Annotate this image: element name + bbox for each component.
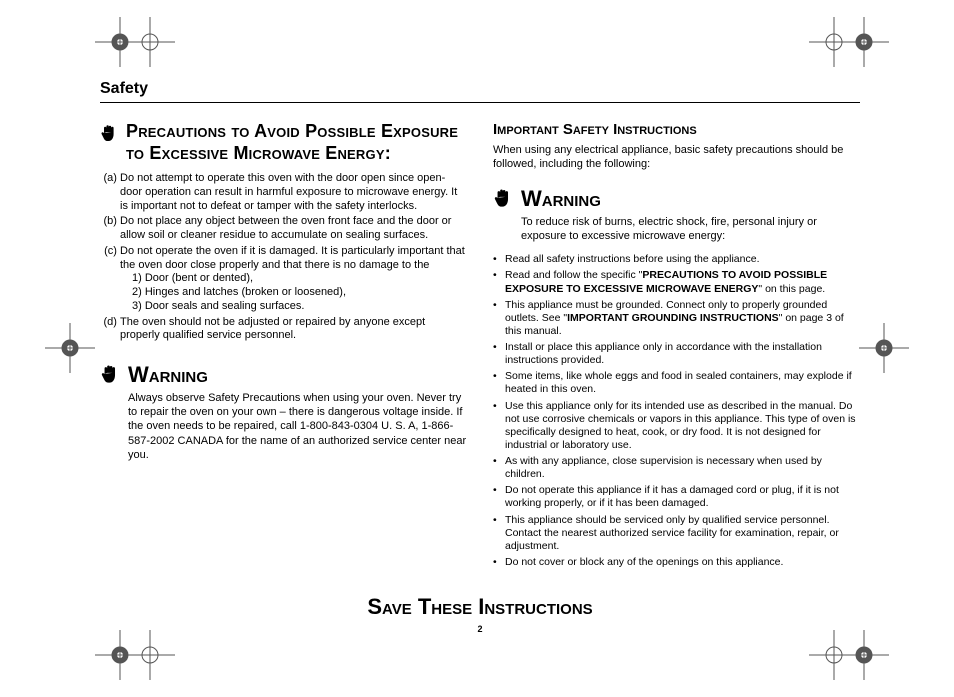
left-warning-title: Warning (128, 361, 467, 389)
reg-mark-top-left-2 (125, 17, 175, 67)
two-columns: Precautions to Avoid Possible Exposure t… (100, 121, 860, 572)
right-warning-title: Warning (521, 185, 860, 213)
precaution-c: Do not operate the oven if it is damaged… (120, 245, 467, 314)
right-warning-block: Warning To reduce risk of burns, electri… (493, 185, 860, 243)
reg-mark-mid-right (859, 323, 909, 373)
precaution-title: Precautions to Avoid Possible Exposure t… (126, 121, 467, 164)
bullet-9: This appliance should be serviced only b… (493, 514, 860, 553)
bullet-2-post: " on this page. (758, 283, 825, 295)
bullet-10: Do not cover or block any of the opening… (493, 556, 860, 569)
page-number: 2 (100, 624, 860, 634)
precaution-b: Do not place any object between the oven… (120, 215, 467, 243)
precaution-c3: 3) Door seals and sealing surfaces. (132, 300, 467, 314)
bullet-8: Do not operate this appliance if it has … (493, 484, 860, 510)
isi-intro: When using any electrical appliance, bas… (493, 144, 860, 172)
bullet-4: Install or place this appliance only in … (493, 341, 860, 367)
save-instructions-heading: Save These Instructions (100, 594, 860, 620)
bullet-6: Use this appliance only for its intended… (493, 400, 860, 453)
bullet-3: This appliance must be grounded. Connect… (493, 299, 860, 338)
left-column: Precautions to Avoid Possible Exposure t… (100, 121, 467, 572)
safety-bullets: Read all safety instructions before usin… (493, 253, 860, 569)
content-frame: Safety Precautions to Avoid Possible Exp… (100, 80, 860, 640)
precaution-c1: 1) Door (bent or dented), (132, 272, 467, 286)
right-warning-sub: To reduce risk of burns, electric shock,… (521, 215, 860, 244)
right-column: Important Safety Instructions When using… (493, 121, 860, 572)
bullet-2-pre: Read and follow the specific " (505, 269, 642, 281)
bullet-3-bold: IMPORTANT GROUNDING INSTRUCTIONS (567, 312, 779, 324)
bullet-5: Some items, like whole eggs and food in … (493, 370, 860, 396)
hand-stop-icon (100, 123, 118, 150)
isi-title: Important Safety Instructions (493, 121, 860, 140)
precaution-c-sublist: 1) Door (bent or dented), 2) Hinges and … (120, 272, 467, 313)
precaution-c2: 2) Hinges and latches (broken or loosene… (132, 286, 467, 300)
precaution-d: The oven should not be adjusted or repai… (120, 316, 467, 344)
left-warning-text: Always observe Safety Precautions when u… (128, 391, 467, 462)
section-title: Safety (100, 80, 860, 103)
left-warning-block: Warning Always observe Safety Precaution… (100, 361, 467, 462)
reg-mark-mid-left (45, 323, 95, 373)
hand-stop-icon (493, 187, 513, 216)
precaution-list: Do not attempt to operate this oven with… (100, 172, 467, 343)
hand-stop-icon (100, 363, 120, 392)
page-root: Safety Precautions to Avoid Possible Exp… (0, 0, 954, 697)
bullet-7: As with any appliance, close supervision… (493, 455, 860, 481)
bullet-2: Read and follow the specific "PRECAUTION… (493, 269, 860, 295)
precaution-a: Do not attempt to operate this oven with… (120, 172, 467, 213)
precaution-c-lead: Do not operate the oven if it is damaged… (120, 245, 465, 271)
bullet-1: Read all safety instructions before usin… (493, 253, 860, 266)
precaution-heading-block: Precautions to Avoid Possible Exposure t… (100, 121, 467, 164)
reg-mark-top-right-2 (839, 17, 889, 67)
